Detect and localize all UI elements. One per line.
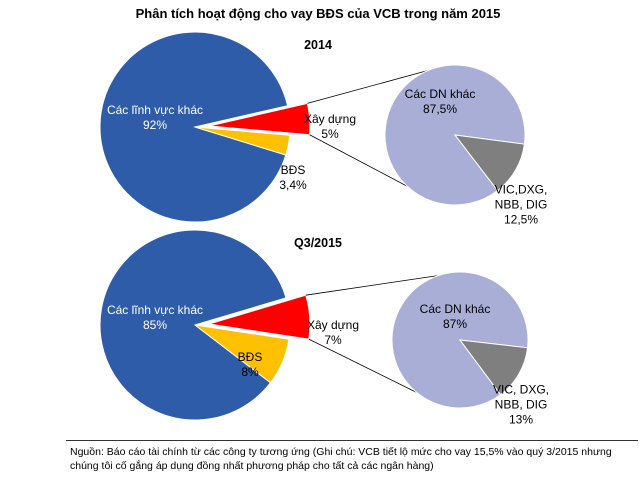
data-label: Các lĩnh vực khác 92% <box>100 103 210 133</box>
category-label: Xây dựng <box>306 318 360 332</box>
data-label: BĐS 8% <box>220 350 280 380</box>
category-label: BĐS <box>280 163 306 177</box>
category-label: BĐS <box>237 350 263 364</box>
pie-slice <box>99 31 289 223</box>
pie-slice <box>99 229 287 421</box>
pie-title: 2014 <box>304 38 332 52</box>
value-label: 13% <box>508 412 534 427</box>
data-label: Xây dựng 7% <box>288 318 378 348</box>
data-label: Các DN khác 87,5% <box>395 87 485 117</box>
category-label: VIC,DXG, NBB, DIG <box>494 182 548 212</box>
pie-slice <box>194 324 290 384</box>
category-label: Các lĩnh vực khác <box>106 103 204 117</box>
pie-slice <box>458 339 529 396</box>
data-label: Các lĩnh vực khác 85% <box>100 303 210 333</box>
divider <box>66 440 638 441</box>
data-label: VIC, DXG, NBB, DIG 13% <box>484 383 559 428</box>
page-title: Phân tích hoạt động cho vay BĐS của VCB … <box>135 6 501 21</box>
category-label: Các DN khác <box>419 302 491 316</box>
data-label: VIC,DXG, NBB, DIG 12,5% <box>484 183 559 228</box>
pie-slice <box>208 102 311 136</box>
value-label: 85% <box>142 318 168 332</box>
value-label: 5% <box>321 127 339 141</box>
value-label: 7% <box>324 333 342 347</box>
connector <box>305 274 443 296</box>
category-label: Xây dựng <box>303 112 357 126</box>
value-label: 92% <box>142 118 168 132</box>
value-label: 87% <box>442 317 468 331</box>
category-label: Các DN khác <box>404 87 476 101</box>
pie-slice <box>194 126 291 156</box>
connector <box>307 67 438 104</box>
data-label: Xây dựng 5% <box>285 112 375 142</box>
value-label: 3,4% <box>279 178 307 192</box>
source-note: Nguồn: Báo cáo tài chính từ các công ty … <box>70 446 612 472</box>
value-label: 87,5% <box>422 102 458 116</box>
pie-slice <box>453 134 525 192</box>
pie-title: Q3/2015 <box>294 236 342 250</box>
category-label: Các lĩnh vực khác <box>106 303 204 317</box>
category-label: VIC, DXG, NBB, DIG <box>492 382 549 412</box>
value-label: 12,5% <box>503 212 539 227</box>
data-label: BĐS 3,4% <box>263 163 323 193</box>
value-label: 8% <box>241 365 259 379</box>
data-label: Các DN khác 87% <box>410 302 500 332</box>
